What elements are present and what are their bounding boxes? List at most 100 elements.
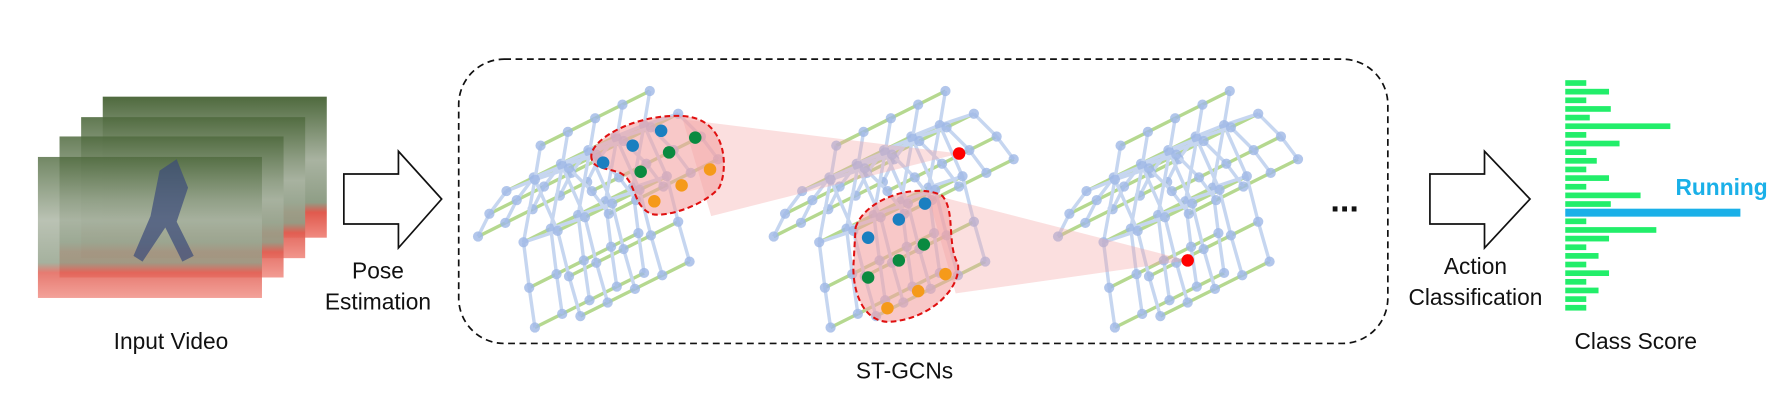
spatial-edge <box>527 287 537 328</box>
joint <box>886 149 898 160</box>
spatial-edge <box>1167 151 1194 205</box>
spatial-edge <box>1217 189 1233 236</box>
video-frames <box>37 96 327 298</box>
spatial-edge <box>1102 229 1139 244</box>
score-bar <box>1565 114 1590 121</box>
top-class-label: Running <box>1676 174 1768 200</box>
spatial-edge <box>1114 166 1150 182</box>
score-bar <box>1565 253 1599 259</box>
joint <box>941 122 952 133</box>
joint <box>1265 167 1276 178</box>
neighbor-node <box>689 131 702 144</box>
joint <box>1225 230 1237 241</box>
spatial-edge <box>1134 273 1144 315</box>
spatial-edge <box>576 214 586 261</box>
joint <box>603 208 614 219</box>
joint <box>579 212 591 223</box>
pose-label: Pose <box>352 258 404 284</box>
joint <box>991 131 1002 142</box>
joint <box>797 185 808 197</box>
joint <box>484 208 495 219</box>
joint <box>1187 198 1198 209</box>
spatial-edge <box>533 145 543 180</box>
joint <box>968 108 979 119</box>
spatial-edge <box>582 260 592 301</box>
spatial-edge <box>910 138 937 191</box>
joint <box>1109 174 1121 185</box>
spatial-edge <box>972 221 987 263</box>
joint <box>629 283 641 294</box>
joint <box>633 228 644 239</box>
joint <box>607 198 618 209</box>
joint <box>1253 216 1264 227</box>
joint <box>1166 185 1177 197</box>
score-bar <box>1565 218 1587 225</box>
spatial-edge <box>830 166 866 182</box>
joint <box>882 185 893 197</box>
joint <box>980 256 991 267</box>
joint <box>795 217 807 229</box>
joint <box>1159 212 1171 223</box>
spatial-edge <box>1202 139 1228 165</box>
score-bar <box>1565 201 1611 207</box>
spatial-edge <box>621 248 637 290</box>
score-bar <box>1565 192 1641 199</box>
spatial-edge <box>649 234 664 276</box>
spatial-edge <box>609 246 619 287</box>
spatial-edge <box>823 287 833 328</box>
joint <box>885 113 896 124</box>
input-label: Input Video <box>114 328 229 354</box>
spatial-edge <box>583 216 598 264</box>
joint <box>1118 181 1130 192</box>
spatial-edge <box>636 232 646 274</box>
runner <box>133 159 194 262</box>
spatial-edge <box>850 273 860 315</box>
spatial-edge <box>1222 90 1232 126</box>
model-label: ST-GCNs <box>856 358 953 384</box>
joint <box>518 237 529 248</box>
pose-label: Estimation <box>325 288 431 314</box>
joint <box>1191 281 1202 292</box>
joint <box>1143 271 1155 282</box>
joint <box>1109 322 1121 333</box>
spatial-edge <box>521 179 537 243</box>
joint <box>852 308 863 319</box>
score-bar <box>1565 157 1597 164</box>
spatial-edge <box>567 167 593 193</box>
joint <box>1237 270 1248 281</box>
spatial-edge <box>1140 131 1150 167</box>
joint <box>981 167 992 178</box>
joint <box>1008 154 1019 165</box>
spatial-edge <box>1101 179 1117 243</box>
joint <box>657 270 668 281</box>
spatial-edge <box>1147 167 1173 193</box>
action-label: Action <box>1444 253 1507 279</box>
spatial-edge <box>521 242 531 288</box>
joint <box>1193 172 1205 183</box>
spatial-edge <box>1147 275 1163 317</box>
spatial-edge <box>1129 228 1139 275</box>
joint <box>1142 126 1153 138</box>
spatial-edge <box>890 153 916 179</box>
joint <box>1158 255 1169 266</box>
spatial-edge <box>1229 126 1255 152</box>
spatial-edge <box>522 229 559 244</box>
joint <box>1275 131 1287 142</box>
neighbor-node <box>596 156 610 169</box>
score-bar <box>1565 278 1587 285</box>
joint <box>529 174 541 185</box>
spatial-edge <box>534 166 570 182</box>
spatial-edge <box>676 221 692 263</box>
joint <box>1253 108 1264 119</box>
spatial-edge <box>1256 112 1283 138</box>
spatial-edge <box>555 230 571 277</box>
spatial-edge <box>1101 242 1111 288</box>
neighbor-node <box>626 139 639 152</box>
joint <box>1211 195 1222 206</box>
joint <box>957 171 968 182</box>
joint <box>1182 297 1193 308</box>
joint <box>1115 140 1126 151</box>
target-node <box>1181 254 1194 267</box>
